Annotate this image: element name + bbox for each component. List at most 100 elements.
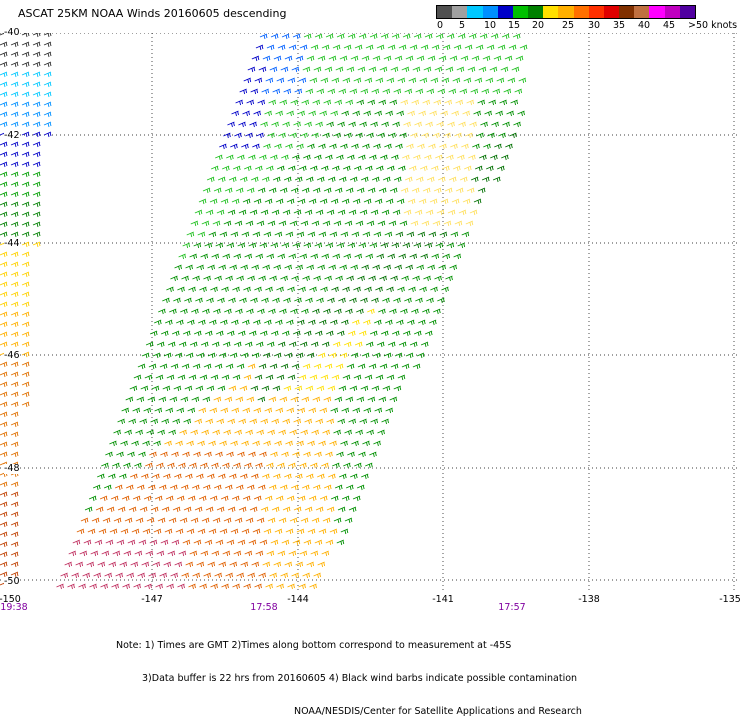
wind-barb [290,99,299,106]
wind-barb [124,517,133,524]
wind-barb [215,242,224,249]
wind-barb [311,132,319,139]
wind-barb [242,319,250,326]
wind-barb [411,187,420,194]
wind-barb [247,275,255,282]
wind-barb [242,495,251,502]
wind-barb [365,462,373,469]
wind-barb [306,55,315,62]
wind-barb [402,33,411,40]
wind-barb [227,418,235,425]
wind-barb [0,141,8,148]
wind-barb [266,253,275,260]
wind-barb [275,110,283,117]
wind-barb [446,33,455,40]
wind-barb [485,77,494,84]
wind-barb [442,44,451,51]
wind-barb [102,517,111,524]
wind-barb [264,198,273,205]
wind-barb [0,491,8,498]
scale-swatch [679,6,695,18]
wind-barb [469,209,478,216]
wind-barb [261,176,270,183]
wind-barb [173,297,181,304]
wind-barb [305,297,313,304]
wind-barb [298,165,307,172]
wind-barb [303,242,312,249]
wind-barb [514,88,523,95]
wind-barb [342,374,351,381]
wind-barb [205,418,213,425]
wind-barb [344,132,352,139]
wind-barb [321,550,330,557]
wind-barb [295,264,303,271]
wind-barb [250,176,259,183]
wind-barb [245,429,253,436]
wind-barb [383,55,392,62]
wind-barb [270,451,278,458]
wind-barb [311,517,320,524]
wind-barb [159,572,168,579]
wind-barb [210,286,218,293]
wind-barb [130,561,139,568]
wind-barb [330,110,338,117]
scale-swatch [512,6,529,18]
wind-barb [248,154,256,161]
wind-barb [138,539,147,546]
wind-barb [212,429,220,436]
wind-barb [314,330,323,337]
wind-barb [10,381,19,388]
wind-barb [495,110,503,117]
wind-barb [171,330,180,337]
wind-barb [354,44,363,51]
wind-barb [273,352,282,359]
wind-barb [265,374,274,381]
wind-barb [356,396,365,403]
wind-barb [465,132,473,139]
wind-barb [139,506,148,513]
wind-barb [416,352,425,359]
wind-barb [287,77,296,84]
wind-barb [323,308,331,315]
wind-barb [278,517,287,524]
wind-barb [326,121,334,128]
wind-barb [246,308,254,315]
wind-barb [21,81,30,88]
wind-barb [251,264,259,271]
wind-barb [416,264,424,271]
wind-barb [76,528,85,535]
wind-barb [114,484,123,491]
wind-barb [430,77,439,84]
wind-barb [264,319,272,326]
wind-barb [303,451,311,458]
wind-barb [177,374,186,381]
wind-barb [192,275,200,282]
wind-barb [354,462,362,469]
scale-label: 5 [459,20,466,31]
wind-barb [145,462,153,469]
wind-barb [263,440,271,447]
wind-barb [472,143,480,150]
wind-barb [440,110,448,117]
wind-barb [374,407,383,414]
scale-swatch [573,6,589,18]
wind-barb [302,572,311,579]
wind-barb [209,495,218,502]
wind-barb [311,429,319,436]
wind-barb [156,550,165,557]
wind-barb [403,121,411,128]
wind-barb [303,330,312,337]
wind-barb [484,110,492,117]
wind-barb [444,187,453,194]
wind-barb [220,495,229,502]
wind-barb [253,110,261,117]
wind-barb [369,242,378,249]
wind-barb [417,231,426,238]
wind-barb [231,495,240,502]
wind-barb [0,81,8,88]
wind-barb [323,187,332,194]
wind-barb [0,501,8,508]
wind-barb [266,550,275,557]
wind-barb [0,191,8,198]
wind-barb [43,121,52,128]
